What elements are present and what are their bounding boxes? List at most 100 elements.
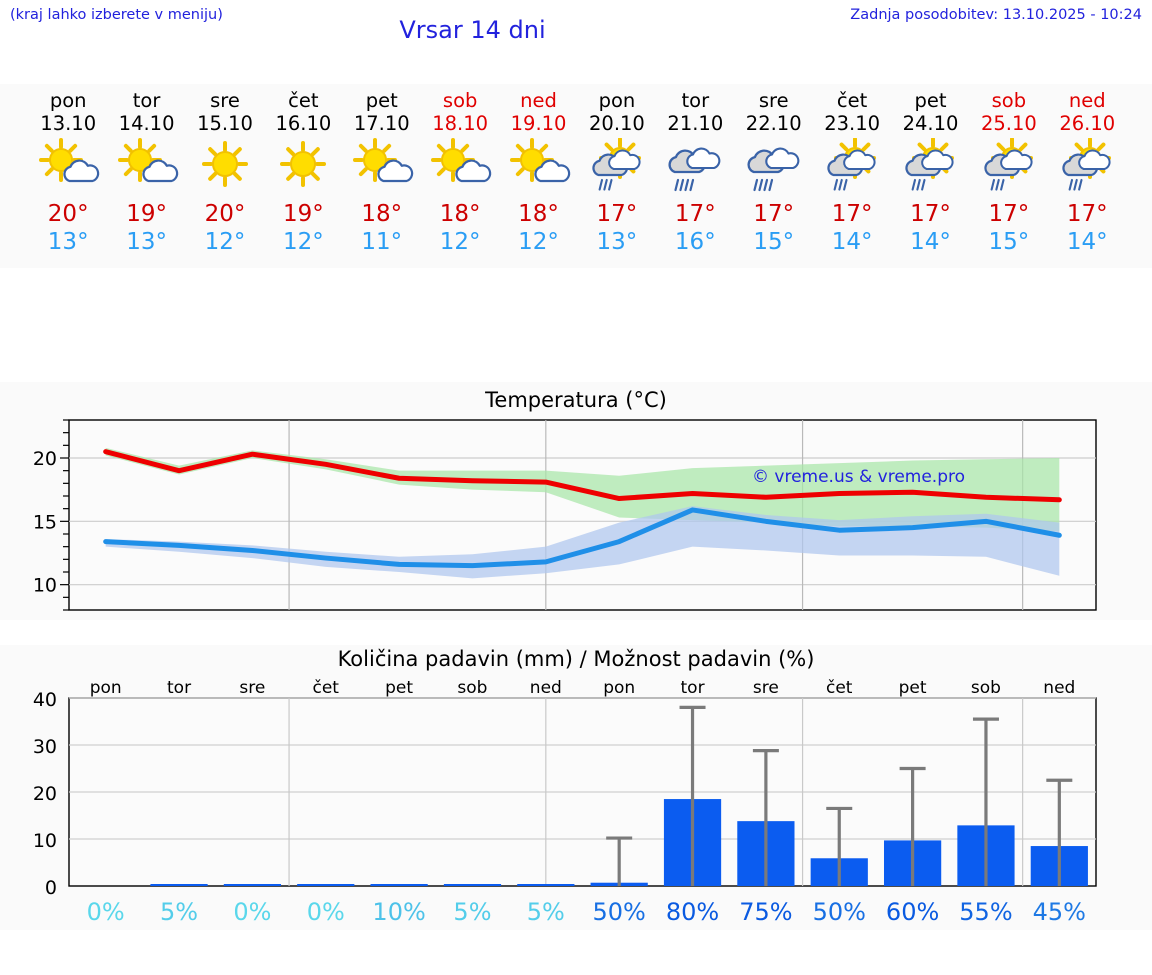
forecast-day-column[interactable]: tor 21.10 17° 16° — [656, 84, 734, 268]
day-min-temp: 14° — [1066, 229, 1108, 255]
precipitation-chart-title: Količina padavin (mm) / Možnost padavin … — [337, 647, 815, 671]
forecast-day-column[interactable]: ned 26.10 17° 14° — [1048, 84, 1126, 268]
precip-probability-label: 10% — [372, 898, 425, 926]
precip-day-label: pet — [899, 678, 927, 698]
day-date: 22.10 — [745, 112, 802, 135]
precip-day-label: pon — [603, 678, 635, 698]
day-name: sob — [991, 89, 1027, 112]
precip-probability-label: 75% — [739, 898, 792, 926]
precip-y-tick: 20 — [33, 783, 57, 805]
day-min-temp: 14° — [831, 229, 873, 255]
copyright-notice: © vreme.us & vreme.pro — [752, 467, 966, 487]
day-name: pet — [365, 89, 398, 112]
daily-forecast-strip: pon 13.10 20° 13° tor 14.10 19° 13° sre 15.10 20… — [0, 84, 1152, 268]
forecast-day-column[interactable]: čet 16.10 19° 12° — [264, 84, 342, 268]
day-min-temp: 13° — [596, 229, 638, 255]
forecast-day-column[interactable]: pon 20.10 17° 13° — [578, 84, 656, 268]
page-header: (kraj lahko izberete v meniju) Vrsar 14 … — [0, 0, 1152, 46]
day-min-temp: 12° — [282, 229, 324, 255]
day-name: čet — [836, 89, 868, 112]
precip-day-label: pon — [90, 678, 122, 698]
temp-y-tick: 20 — [33, 448, 57, 470]
forecast-day-column[interactable]: ned 19.10 18° 12° — [499, 84, 577, 268]
precip-probability-label: 5% — [527, 898, 565, 926]
precip-y-tick: 40 — [33, 689, 57, 711]
forecast-day-column[interactable]: sob 18.10 18° 12° — [421, 84, 499, 268]
day-max-temp: 17° — [831, 201, 873, 227]
day-max-temp: 17° — [1066, 201, 1108, 227]
day-date: 18.10 — [432, 112, 489, 135]
day-name: tor — [132, 89, 161, 112]
day-max-temp: 17° — [596, 201, 638, 227]
precip-day-label: tor — [681, 678, 705, 698]
day-min-temp: 12° — [518, 229, 559, 255]
day-date: 13.10 — [40, 112, 97, 135]
temperature-chart-title: Temperatura (°C) — [485, 388, 667, 412]
day-min-temp: 14° — [910, 229, 951, 255]
day-name: sre — [210, 89, 240, 112]
precip-day-label: ned — [530, 678, 562, 698]
day-max-temp: 18° — [518, 201, 559, 227]
day-name: pet — [914, 89, 947, 112]
day-name: tor — [681, 89, 710, 112]
precip-probability-label: 50% — [813, 898, 866, 926]
day-max-temp: 17° — [753, 201, 795, 227]
sun-cloud-icon — [110, 138, 184, 194]
day-date: 26.10 — [1059, 112, 1116, 135]
sun-cloud-rain-icon — [893, 138, 967, 194]
precip-probability-label: 0% — [307, 898, 345, 926]
forecast-day-column[interactable]: pet 24.10 17° 14° — [891, 84, 969, 268]
day-max-temp: 17° — [910, 201, 951, 227]
forecast-day-column[interactable]: sob 25.10 17° 15° — [970, 84, 1048, 268]
precip-day-label: sob — [457, 678, 487, 698]
precip-probability-label: 5% — [160, 898, 198, 926]
day-max-temp: 20° — [47, 201, 89, 227]
day-date: 21.10 — [667, 112, 724, 135]
sun-cloud-rain-icon — [1050, 138, 1124, 194]
day-max-temp: 17° — [674, 201, 716, 227]
day-date: 20.10 — [589, 112, 645, 135]
precip-probability-label: 0% — [233, 898, 271, 926]
day-max-temp: 18° — [439, 201, 481, 227]
precip-probability-label: 45% — [1033, 898, 1086, 926]
precip-y-tick: 10 — [33, 830, 57, 852]
day-date: 24.10 — [902, 112, 959, 135]
precip-probability-label: 0% — [87, 898, 125, 926]
temp-y-tick: 10 — [33, 575, 57, 597]
day-max-temp: 19° — [126, 201, 167, 227]
precip-bar — [150, 884, 208, 886]
temp-y-tick: 15 — [33, 511, 57, 533]
precip-bar — [223, 884, 282, 886]
precip-y-tick: 30 — [33, 736, 57, 758]
precip-bar — [370, 884, 428, 886]
precip-probability-label: 55% — [959, 898, 1012, 926]
day-date: 23.10 — [824, 112, 881, 135]
day-min-temp: 12° — [204, 229, 246, 255]
sun-cloud-icon — [345, 138, 419, 194]
day-date: 16.10 — [275, 112, 332, 135]
forecast-day-column[interactable]: čet 23.10 17° 14° — [813, 84, 891, 268]
forecast-day-column[interactable]: tor 14.10 19° 13° — [107, 84, 185, 268]
forecast-day-column[interactable]: pet 17.10 18° 11° — [343, 84, 421, 268]
forecast-day-column[interactable]: pon 13.10 20° 13° — [29, 84, 107, 268]
day-min-temp: 16° — [674, 229, 716, 255]
day-name: sob — [442, 89, 478, 112]
day-min-temp: 11° — [361, 229, 403, 255]
precip-day-label: ned — [1043, 678, 1075, 698]
forecast-day-column[interactable]: sre 15.10 20° 12° — [186, 84, 264, 268]
day-max-temp: 19° — [282, 201, 324, 227]
precip-day-label: sre — [753, 678, 779, 698]
day-name: pon — [49, 89, 87, 112]
sun-cloud-icon — [502, 138, 576, 194]
forecast-day-column[interactable]: sre 22.10 17° 15° — [735, 84, 813, 268]
day-min-temp: 15° — [753, 229, 795, 255]
precip-day-label: pet — [385, 678, 413, 698]
day-max-temp: 18° — [361, 201, 403, 227]
precip-day-label: čet — [826, 678, 853, 698]
day-date: 17.10 — [353, 112, 410, 135]
cloud-rain-icon — [658, 138, 732, 194]
precip-probability-label: 50% — [593, 898, 646, 926]
day-date: 19.10 — [510, 112, 567, 135]
